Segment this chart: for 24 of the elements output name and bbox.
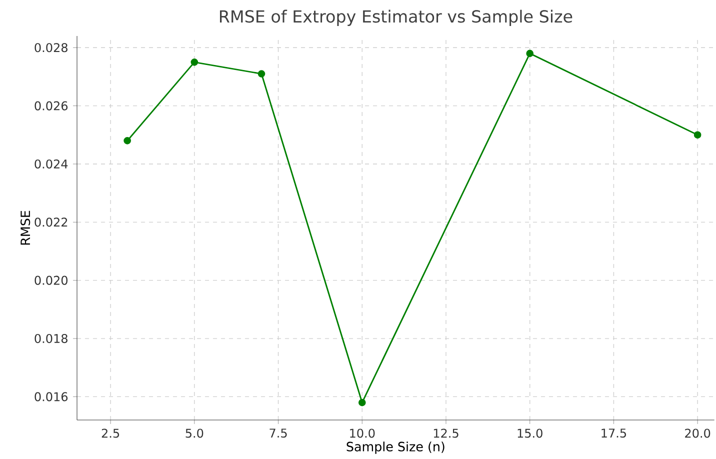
chart-title: RMSE of Extropy Estimator vs Sample Size: [220, 10, 572, 26]
y-tick-label: 0.016: [34, 392, 68, 402]
x-tick-label: 7.5: [270, 428, 287, 438]
x-tick-label: 10.0: [350, 428, 375, 438]
y-axis-title: RMSE: [20, 210, 30, 245]
x-tick-label: 5.0: [186, 428, 204, 438]
x-tick-label: 12.5: [434, 428, 458, 438]
point: [694, 131, 702, 139]
point: [124, 137, 131, 144]
x-axis-title: Sample Size (n): [346, 442, 444, 454]
y-tick-label: 0.028: [34, 43, 68, 52]
y-tick-label: 0.018: [34, 334, 68, 344]
point: [526, 50, 534, 58]
point: [358, 398, 366, 406]
y-tick-label: 0.024: [34, 159, 68, 169]
y-tick-label: 0.026: [34, 101, 68, 110]
y-tick-label: 0.020: [34, 276, 68, 285]
y-tick-label: 0.022: [34, 218, 68, 227]
x-tick-label: 15.0: [518, 428, 542, 438]
point: [190, 58, 198, 66]
x-tick-label: 20.0: [685, 428, 710, 438]
x-tick-label: 17.5: [602, 428, 626, 438]
point: [258, 70, 266, 78]
x-tick-label: 2.5: [102, 428, 120, 438]
